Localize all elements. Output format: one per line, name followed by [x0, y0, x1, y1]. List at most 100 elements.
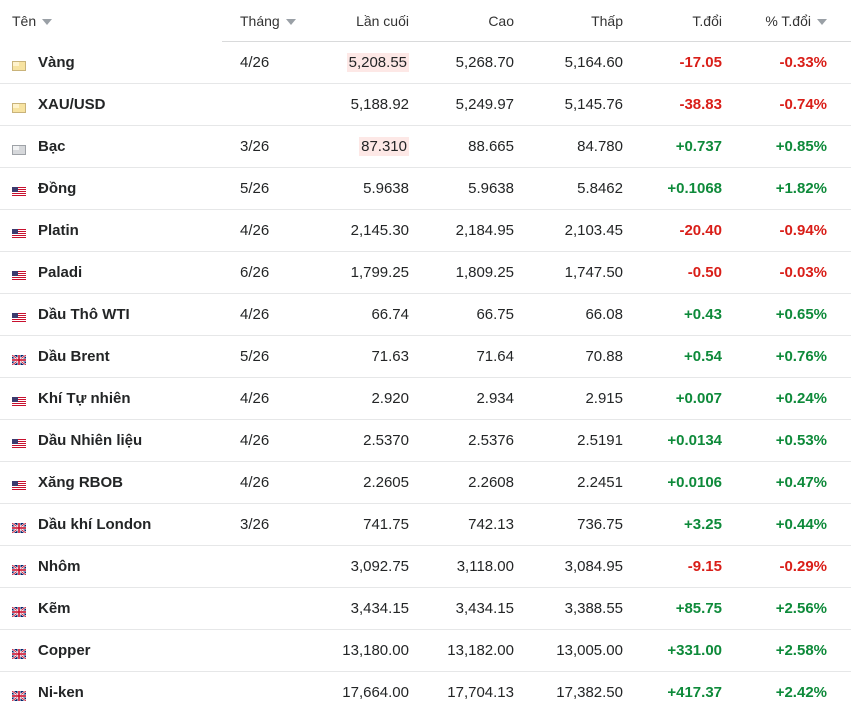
name-cell[interactable]: Bạc [0, 125, 222, 168]
table-row[interactable]: Bạc 3/26 87.310 88.665 84.780 +0.737 +0.85% [0, 125, 851, 168]
low-cell: 3,084.95 [538, 545, 647, 588]
high-cell: 2.934 [433, 377, 538, 420]
name-cell[interactable]: Khí Tự nhiên [0, 377, 222, 420]
instrument-name-link[interactable]: Dầu khí London [38, 516, 152, 533]
column-header-change[interactable]: T.đổi [647, 0, 746, 42]
instrument-name-link[interactable]: Dầu Nhiên liệu [38, 432, 143, 449]
month-cell: 4/26 [222, 419, 315, 462]
table-row[interactable]: Paladi 6/26 1,799.25 1,809.25 1,747.50 -0.50-… [0, 251, 851, 294]
last-price-cell: 2.2605 [315, 461, 433, 504]
name-cell[interactable]: Vàng [0, 41, 222, 84]
change-cell: +0.0106 [647, 461, 746, 504]
low-cell: 5.8462 [538, 167, 647, 210]
change-percent-cell: +2.42% [775, 684, 827, 701]
uk-flag-icon [11, 352, 27, 366]
low-cell: 2.5191 [538, 419, 647, 462]
instrument-name-link[interactable]: Xăng RBOB [38, 474, 124, 491]
last-price-cell: 5.9638 [315, 167, 433, 210]
last-price-cell: 87.310 [315, 125, 433, 168]
instrument-name-link[interactable]: Platin [38, 222, 79, 239]
high-cell: 13,182.00 [433, 629, 538, 672]
table-row[interactable]: Nhôm 3,092.75 3,118.00 3,084.95 -9.15 -0.29% [0, 545, 851, 588]
instrument-name-link[interactable]: Ni-ken [38, 684, 84, 701]
silver-flag-icon [12, 142, 26, 155]
name-cell[interactable]: Dầu Brent [0, 335, 222, 378]
sort-arrow-icon[interactable] [285, 18, 296, 25]
low-cell: 13,005.00 [538, 629, 647, 672]
instrument-name-link[interactable]: Paladi [38, 264, 83, 281]
month-cell: 3/26 [222, 125, 315, 168]
instrument-name-link[interactable]: Bạc [38, 138, 66, 155]
name-cell[interactable]: Platin [0, 209, 222, 252]
month-cell: 4/26 [222, 209, 315, 252]
change-percent-cell: +0.76% [746, 335, 851, 378]
change-cell: +0.007 [647, 377, 746, 420]
name-cell[interactable]: Copper [0, 629, 222, 672]
us-flag-icon [12, 184, 26, 197]
column-header-high[interactable]: Cao [433, 0, 538, 42]
table-row[interactable]: Xăng RBOB 4/26 2.2605 2.2608 2.2451 +0.0106 +0… [0, 461, 851, 504]
last-price-cell: 66.74 [315, 293, 433, 336]
high-cell: 71.64 [433, 335, 538, 378]
name-cell[interactable]: Dầu Nhiên liệu [0, 419, 222, 462]
table-row[interactable]: Khí Tự nhiên 4/26 2.920 2.934 2.915 +0.007 +0.… [0, 377, 851, 420]
low-cell: 17,382.50 [556, 684, 623, 701]
change-percent-cell: -0.94% [746, 209, 851, 252]
table-row[interactable]: Copper 13,180.00 13,182.00 13,005.00 +331.00… [0, 629, 851, 672]
uk-flag-icon [11, 520, 27, 534]
gold-flag-icon [12, 100, 26, 113]
instrument-name-link[interactable]: Nhôm [38, 558, 81, 575]
table-row[interactable]: Dầu Nhiên liệu 4/26 2.5370 2.5376 2.5191 +0.0… [0, 419, 851, 462]
change-cell: -9.15 [647, 545, 746, 588]
instrument-name-link[interactable]: XAU/USD [38, 96, 106, 113]
column-header-name[interactable]: Tên [0, 0, 222, 42]
us-flag-icon [12, 268, 26, 281]
high-cell: 5,268.70 [433, 41, 538, 84]
sort-arrow-icon[interactable] [817, 18, 827, 25]
name-cell[interactable]: Paladi [0, 251, 222, 294]
name-cell[interactable]: Xăng RBOB [0, 461, 222, 504]
name-cell[interactable]: XAU/USD [0, 83, 222, 126]
instrument-name-link[interactable]: Dầu Brent [38, 348, 110, 365]
table-row[interactable]: Ni-ken 17,664.00 17,704.13 17,382.50 +417.37… [0, 672, 851, 713]
last-price-cell: 5,188.92 [315, 83, 433, 126]
table-row[interactable]: Dầu Brent 5/26 71.63 71.64 70.88 +0.54 +0.76% [0, 335, 851, 378]
month-cell: 4/26 [222, 293, 315, 336]
name-cell[interactable]: Dầu khí London [0, 503, 222, 546]
instrument-name-link[interactable]: Khí Tự nhiên [38, 390, 131, 407]
uk-flag-icon [11, 646, 27, 660]
month-cell [222, 545, 315, 588]
name-cell[interactable]: Dầu Thô WTI [0, 293, 222, 336]
column-header-change-percent[interactable]: % T.đổi [746, 0, 851, 42]
instrument-name-link[interactable]: Kẽm [38, 600, 71, 617]
last-price-cell: 2.920 [315, 377, 433, 420]
table-row[interactable]: Dầu khí London 3/26 741.75 742.13 736.75 +3.2… [0, 503, 851, 546]
column-header-low[interactable]: Thấp [538, 0, 647, 42]
last-price-cell: 2,145.30 [315, 209, 433, 252]
instrument-name-link[interactable]: Dầu Thô WTI [38, 306, 130, 323]
sort-arrow-icon[interactable] [42, 18, 53, 25]
month-cell [222, 672, 315, 713]
column-header-month[interactable]: Tháng [222, 0, 315, 42]
table-row[interactable]: Vàng 4/26 5,208.55 5,268.70 5,164.60 -17.05 -0… [0, 41, 851, 84]
table-row[interactable]: XAU/USD 5,188.92 5,249.97 5,145.76 -38.83 -0.… [0, 83, 851, 126]
last-price-cell: 741.75 [315, 503, 433, 546]
name-cell[interactable]: Kẽm [0, 587, 222, 630]
table-row[interactable]: Platin 4/26 2,145.30 2,184.95 2,103.45 -20.40… [0, 209, 851, 252]
instrument-name-link[interactable]: Copper [38, 642, 91, 659]
table-row[interactable]: Dầu Thô WTI 4/26 66.74 66.75 66.08 +0.43 +0.65… [0, 293, 851, 336]
low-cell: 2.2451 [538, 461, 647, 504]
column-header-last[interactable]: Lần cuối [315, 0, 433, 42]
last-price-cell: 5,208.55 [315, 41, 433, 84]
instrument-name-link[interactable]: Đồng [38, 180, 77, 197]
low-cell: 66.08 [538, 293, 647, 336]
month-cell: 5/26 [222, 167, 315, 210]
name-cell[interactable]: Nhôm [0, 545, 222, 588]
table-row[interactable]: Kẽm 3,434.15 3,434.15 3,388.55 +85.75 +2.56% [0, 587, 851, 630]
instrument-name-link[interactable]: Vàng [38, 54, 75, 71]
table-row[interactable]: Đồng 5/26 5.9638 5.9638 5.8462 +0.1068 +1.82% [0, 167, 851, 210]
name-cell[interactable]: Ni-ken [0, 672, 222, 713]
last-price-cell: 2.5370 [315, 419, 433, 462]
name-cell[interactable]: Đồng [0, 167, 222, 210]
low-cell: 70.88 [538, 335, 647, 378]
